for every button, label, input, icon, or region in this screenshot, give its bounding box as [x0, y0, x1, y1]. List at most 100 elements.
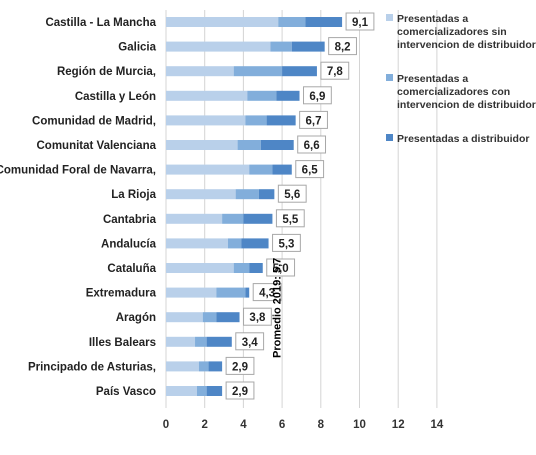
bar-segment-series-3	[208, 361, 223, 372]
bar-segment-series-2	[202, 312, 217, 323]
bar-segment-series-3	[206, 386, 223, 396]
x-tick-label: 8	[318, 419, 325, 431]
value-label: 9,1	[352, 17, 369, 29]
bar-segment-series-3	[216, 312, 240, 323]
value-label-box	[277, 184, 307, 203]
value-label: 7,8	[327, 66, 344, 78]
bar-segment-series-2	[195, 336, 207, 347]
x-tick-label: 0	[163, 419, 169, 431]
value-label: 3,4	[242, 337, 259, 349]
bar-segment-series-3	[260, 140, 294, 150]
value-label: 2,9	[232, 361, 248, 373]
value-label: 6,6	[304, 140, 320, 152]
bar-segment-series-2	[278, 17, 306, 27]
category-label: Cataluña	[107, 263, 156, 275]
value-label: 5,0	[273, 263, 289, 275]
bar-segment-series-1	[166, 41, 271, 52]
bar-segment-series-3	[243, 213, 273, 224]
bar-segment-series-2	[216, 287, 246, 298]
value-label: 5,3	[278, 238, 294, 250]
legend-swatch	[386, 74, 393, 81]
value-label-box	[297, 135, 327, 154]
bar-segment-series-2	[245, 115, 267, 126]
legend-swatch	[386, 14, 393, 21]
bar-segment-series-3	[282, 66, 317, 77]
bar-segment-series-2	[227, 238, 242, 249]
bar-segment-series-1	[166, 115, 246, 126]
bar-segment-series-3	[272, 164, 292, 175]
bar-segment-series-2	[247, 90, 277, 101]
category-label: Comunidad Foral de Navarra,	[0, 165, 156, 177]
bar-segment-series-1	[166, 361, 199, 372]
bar-segment-series-2	[237, 140, 261, 150]
value-label-box	[345, 12, 375, 31]
category-label: Comunidad de Madrid,	[32, 115, 156, 127]
bar-segment-series-1	[166, 287, 217, 298]
bar-segment-series-1	[166, 164, 250, 175]
bar-segment-series-1	[166, 66, 234, 77]
bar-segment-series-1	[166, 213, 223, 224]
value-label-box	[266, 258, 296, 277]
bar-segment-series-3	[305, 17, 343, 27]
value-label: 3,8	[249, 312, 266, 324]
category-label: La Rioja	[111, 189, 156, 201]
category-label: Andalucía	[101, 238, 157, 250]
bar-segment-series-1	[166, 263, 234, 273]
category-label: Aragón	[116, 312, 156, 324]
bar-segment-series-3	[276, 90, 300, 101]
value-label-box	[235, 332, 265, 351]
bar-segment-series-2	[249, 164, 273, 175]
category-label: Galicia	[118, 42, 156, 54]
legend-item-label: Presentadas a distribuidor	[397, 133, 529, 145]
bar-segment-series-2	[233, 66, 283, 77]
x-tick-label: 6	[279, 419, 285, 431]
value-label: 4,3	[259, 288, 275, 300]
value-label-box	[328, 37, 357, 56]
bar-segment-series-1	[166, 386, 197, 396]
bar-segment-series-1	[166, 140, 238, 150]
bar-segment-series-2	[233, 263, 250, 273]
bar-segment-series-3	[266, 115, 296, 126]
bar-segment-series-2	[270, 41, 292, 52]
x-tick-label: 10	[353, 419, 366, 431]
category-label: Principado de Asturias,	[28, 361, 156, 373]
category-label: País Vasco	[96, 386, 156, 398]
bar-segment-series-3	[249, 263, 263, 273]
bar-segment-series-1	[166, 312, 203, 323]
value-label-box	[295, 160, 325, 179]
value-label-box	[225, 381, 255, 400]
bar-segment-series-3	[291, 41, 325, 52]
bar-segment-series-3	[245, 287, 250, 298]
value-label-box	[275, 209, 305, 228]
legend-item-label: Presentadas a comercializadores sin interv…	[397, 13, 536, 51]
legend-swatch	[386, 134, 393, 141]
bar-segment-series-1	[166, 238, 228, 249]
value-label-box	[299, 110, 328, 129]
x-tick-label: 12	[392, 419, 405, 431]
x-tick-label: 14	[431, 419, 444, 431]
value-label-box	[272, 233, 301, 252]
value-label-box	[225, 356, 255, 375]
value-label-box	[303, 86, 332, 105]
bar-segment-series-3	[206, 336, 232, 347]
bar-segment-series-2	[196, 386, 207, 396]
bar-segment-series-3	[258, 189, 275, 200]
category-label: Extremadura	[86, 288, 157, 300]
average-annotation: Promedio 2019: 5,7	[271, 258, 283, 358]
legend-item-label: Presentadas a comercializadores con interv…	[397, 73, 536, 111]
x-tick-label: 2	[201, 419, 207, 431]
bar-segment-series-1	[166, 17, 279, 27]
category-label: Castilla - La Mancha	[45, 17, 156, 29]
bar-segment-series-1	[166, 336, 196, 347]
category-label: Cantabria	[103, 214, 157, 226]
bar-segment-series-1	[166, 189, 236, 200]
value-label: 5,6	[284, 189, 300, 201]
bar-segment-series-2	[222, 213, 244, 224]
category-label: Comunitat Valenciana	[36, 140, 156, 152]
value-label: 2,9	[232, 386, 248, 398]
x-tick-label: 4	[240, 419, 247, 431]
category-label: Castilla y León	[75, 91, 156, 103]
value-label: 6,5	[302, 165, 319, 177]
